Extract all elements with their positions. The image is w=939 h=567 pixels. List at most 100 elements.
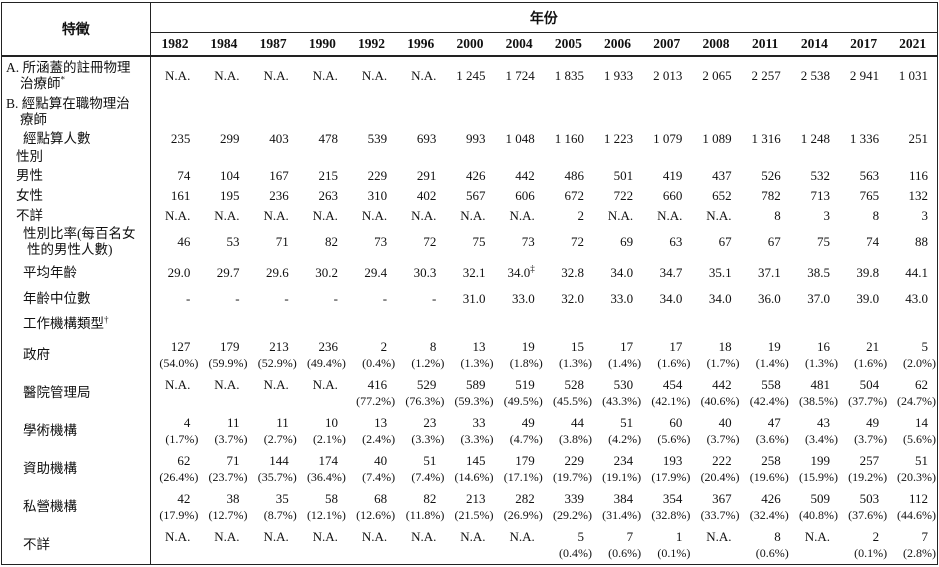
percent-value: (5.6%) <box>903 432 936 446</box>
percent-value: (49.5%) <box>503 394 543 408</box>
cell-private-2004: 282 (26.9%) <box>495 488 544 526</box>
percent-value: (40.6%) <box>700 394 740 408</box>
cell-enumerated-working-2017 <box>839 95 888 129</box>
row-label-government: 政府 <box>1 336 151 374</box>
cell-org-unknown-1992: N.A. <box>347 526 396 565</box>
cell-sex-2011 <box>741 148 790 166</box>
table-row-sex: 性別 <box>1 148 938 166</box>
cell-enumerated-count-2000: 993 <box>466 130 486 146</box>
cell-median-age-2000: 31.0 <box>462 291 486 306</box>
percent-value <box>691 545 740 561</box>
row-label-line: 性別 <box>16 149 43 164</box>
cell-mean-age-2000: 32.1 <box>462 264 486 280</box>
percent-value: (29.2%) <box>552 508 592 522</box>
cell-male-2017: 563 <box>859 168 880 183</box>
cell-hospital-authority-2014: 481 (38.5%) <box>790 374 839 412</box>
cell-org-unknown-2008: N.A. <box>691 526 740 565</box>
cell-female-2008: 652 <box>712 188 732 203</box>
count-value: 40 <box>374 452 388 468</box>
cell-female-1996: 402 <box>416 188 437 203</box>
percent-value: (2.7%) <box>263 432 297 446</box>
row-label-line: 醫院管理局 <box>23 385 91 400</box>
row-label-line: 工作機構類型† <box>23 314 109 331</box>
count-value: 367 <box>712 490 732 506</box>
row-label-line: 性的男性人數) <box>27 242 113 257</box>
percent-value: (1.3%) <box>804 356 838 370</box>
row-label-line: 年齡中位數 <box>23 291 91 306</box>
row-label-male: 男性 <box>1 166 151 186</box>
cell-registered-covered-2011: 2 257 <box>751 68 781 83</box>
count-value: N.A. <box>312 528 338 544</box>
count-value: N.A. <box>312 376 338 392</box>
cell-sex-1996 <box>396 148 445 166</box>
cell-government-2006: 17 (1.4%) <box>593 336 642 374</box>
percent-value: (1.3%) <box>460 356 494 370</box>
cell-sex-ratio-2011: 67 <box>767 234 781 249</box>
count-value: 21 <box>866 338 880 354</box>
cell-hospital-authority-2007: 454 (42.1%) <box>642 374 691 412</box>
year-column-header: 1990 <box>297 32 347 57</box>
cell-private-2000: 213 (21.5%) <box>445 488 494 526</box>
percent-value: (12.6%) <box>356 508 396 522</box>
count-value: 8 <box>774 528 781 544</box>
cell-org-type-1990 <box>298 312 347 336</box>
cell-academic-1984: 11 (3.7%) <box>199 412 248 450</box>
table-row-subvented: 資助機構 62 (26.4%) 71 (23.7%) 144 (35.7%) 174 (36.4… <box>1 450 938 488</box>
percent-value <box>151 545 200 561</box>
cell-female-2005: 672 <box>564 188 584 203</box>
cell-enumerated-working-2006 <box>593 95 642 129</box>
row-label-female: 女性 <box>1 186 151 206</box>
cell-median-age-1990: - <box>333 291 338 306</box>
cell-hospital-authority-2005: 528 (45.5%) <box>544 374 593 412</box>
percent-value: (59.3%) <box>454 394 494 408</box>
percent-value: (2.4%) <box>362 432 396 446</box>
cell-male-1984: 104 <box>220 168 240 183</box>
count-value: 62 <box>177 452 191 468</box>
cell-male-1992: 229 <box>367 168 388 183</box>
percent-value: (20.4%) <box>700 470 740 484</box>
cell-sex-1987 <box>249 148 298 166</box>
cell-enumerated-count-2011: 1 316 <box>751 130 781 146</box>
percent-value: (19.6%) <box>749 470 789 484</box>
year-column-header: 2000 <box>445 32 495 57</box>
row-label-org-type: 工作機構類型† <box>1 312 151 336</box>
cell-female-2011: 782 <box>761 188 781 203</box>
cell-subvented-2021: 51 (20.3%) <box>888 450 937 488</box>
cell-mean-age-2004: 34.0‡ <box>507 263 535 280</box>
cell-sex-unknown-2021: 3 <box>921 207 929 223</box>
count-value: N.A. <box>165 528 191 544</box>
cell-private-1996: 82 (11.8%) <box>396 488 445 526</box>
count-value: 213 <box>269 338 289 354</box>
percent-value <box>199 393 248 409</box>
count-value: N.A. <box>263 528 289 544</box>
count-value: 179 <box>220 338 240 354</box>
count-value: 11 <box>276 414 289 430</box>
cell-org-type-2011 <box>741 312 790 336</box>
cell-registered-covered-2007: 2 013 <box>653 68 683 83</box>
cell-org-type-1996 <box>396 312 445 336</box>
percent-value: (3.7%) <box>706 432 740 446</box>
cell-male-1982: 74 <box>177 168 191 183</box>
cell-enumerated-count-2021: 251 <box>908 130 929 146</box>
year-column-header: 2017 <box>838 32 889 57</box>
cell-subvented-1990: 174 (36.4%) <box>298 450 347 488</box>
cell-hospital-authority-2006: 530 (43.3%) <box>593 374 642 412</box>
percent-value: (76.3%) <box>405 394 445 408</box>
percent-value <box>298 393 347 409</box>
cell-government-2000: 13 (1.3%) <box>445 336 494 374</box>
count-value: 17 <box>620 338 634 354</box>
table-row-private: 私營機構 42 (17.9%) 38 (12.7%) 35 (8.7%) 58 (12.1%) 6… <box>1 488 938 526</box>
count-value: N.A. <box>411 528 437 544</box>
count-value: 530 <box>613 376 634 392</box>
table-row-registered-covered: A. 所涵蓋的註冊物理 治療師* N.A. N.A. N.A. N.A. N.A. N.A. 1… <box>1 56 938 95</box>
percent-value: (36.4%) <box>306 470 346 484</box>
count-value: 509 <box>810 490 830 506</box>
year-column-header: 1987 <box>248 32 298 57</box>
percent-value: (3.7%) <box>854 432 888 446</box>
cell-government-1984: 179 (59.9%) <box>199 336 248 374</box>
cell-registered-covered-2021: 1 031 <box>898 68 928 83</box>
count-value: N.A. <box>214 528 240 544</box>
count-value: 222 <box>712 452 732 468</box>
cell-academic-2005: 44 (3.8%) <box>544 412 593 450</box>
